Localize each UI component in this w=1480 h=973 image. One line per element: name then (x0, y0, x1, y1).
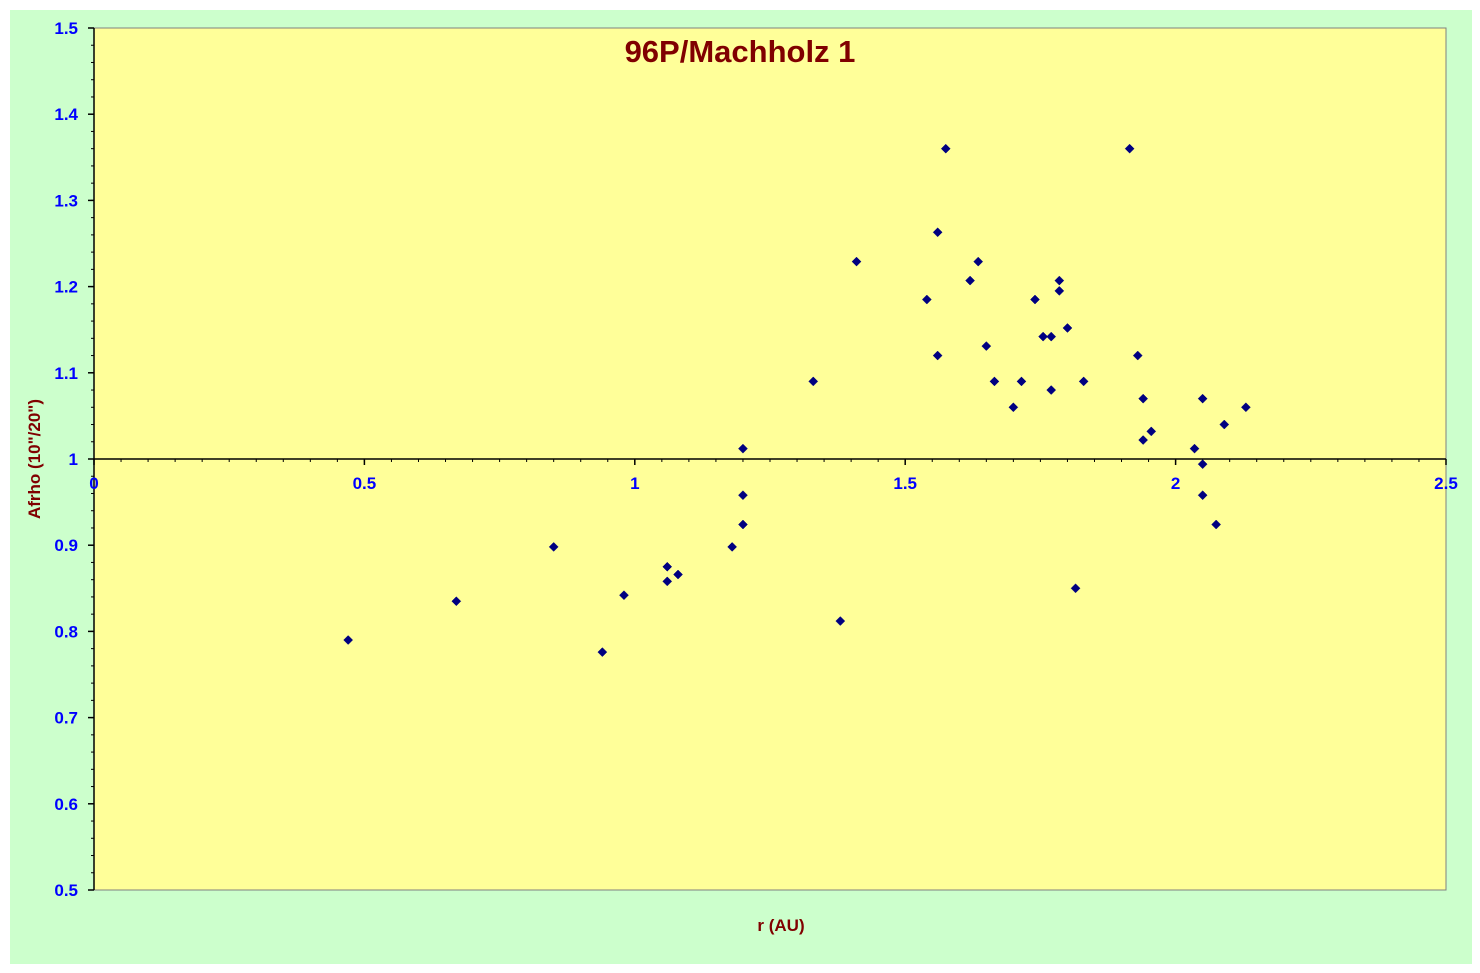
data-point (738, 490, 748, 501)
data-point (1062, 323, 1073, 333)
data-point (1124, 143, 1135, 154)
data-point (1132, 350, 1143, 361)
y-tick-label: 1 (69, 450, 78, 469)
data-point (932, 350, 943, 361)
data-point (1197, 490, 1208, 501)
data-point (673, 569, 683, 580)
data-point (981, 341, 992, 351)
data-point (835, 616, 846, 626)
y-tick-label: 0.9 (54, 536, 78, 555)
x-axis-title: r (AU) (757, 916, 804, 935)
scatter-chart: 0.5 0.6 0.7 0.8 0.9 1 1.1 1.2 1.3 1.4 1.5 0 0.5 1 1.5… (10, 10, 1472, 964)
x-tick-label: 2.5 (1434, 474, 1458, 493)
data-point (1070, 583, 1081, 594)
data-point (1046, 385, 1057, 395)
data-point (973, 256, 984, 267)
data-point (451, 596, 462, 607)
y-axis-title: Afrho (10"/20") (25, 399, 44, 519)
data-point (965, 275, 975, 286)
data-point (662, 561, 673, 572)
x-tick-label: 2 (1171, 474, 1180, 493)
chart-area: 0.5 0.6 0.7 0.8 0.9 1 1.1 1.2 1.3 1.4 1.5 0 0.5 1 1.5… (10, 10, 1472, 964)
y-tick-label: 0.7 (54, 709, 78, 728)
x-tick-label: 1 (630, 474, 639, 493)
data-point (1054, 286, 1065, 296)
data-point (1016, 376, 1027, 387)
y-tick-label: 1.5 (54, 19, 78, 38)
data-point (1030, 294, 1040, 305)
data-point (619, 590, 629, 601)
data-point (1046, 331, 1057, 342)
data-point (343, 635, 354, 645)
data-point (932, 227, 943, 238)
data-point (1138, 393, 1149, 404)
chart-title: 96P/Machholz 1 (625, 34, 856, 69)
data-point (921, 294, 932, 305)
data-point (1197, 393, 1208, 404)
data-point (989, 376, 1000, 387)
x-tick-label: 0.5 (353, 474, 377, 493)
y-tick-label: 1.3 (54, 191, 78, 210)
x-axis: 0 0.5 1 1.5 2 2.5 (89, 458, 1458, 493)
y-tick-label: 1.4 (54, 105, 78, 124)
data-point (1038, 331, 1048, 342)
data-point (1189, 443, 1200, 454)
data-point (548, 542, 559, 552)
data-point (1197, 459, 1208, 470)
x-tick-label: 1.5 (893, 474, 917, 493)
data-point (597, 647, 608, 657)
data-point (1138, 435, 1149, 445)
data-point (851, 256, 862, 267)
y-axis: 0.5 0.6 0.7 0.8 0.9 1 1.1 1.2 1.3 1.4 1.5 (54, 19, 95, 900)
y-tick-label: 1.2 (54, 278, 78, 297)
data-points (343, 143, 1251, 657)
data-point (738, 443, 748, 454)
data-point (662, 576, 673, 587)
data-point (1078, 376, 1089, 387)
data-point (808, 376, 819, 387)
data-point (1211, 519, 1222, 530)
data-point (738, 519, 748, 530)
data-point (1241, 402, 1251, 413)
data-point (940, 143, 951, 154)
y-tick-label: 0.6 (54, 795, 78, 814)
data-point (1219, 419, 1230, 430)
data-point (1146, 426, 1157, 437)
data-point (1054, 275, 1065, 286)
y-tick-label: 0.5 (54, 881, 78, 900)
data-point (727, 542, 737, 552)
data-point (1008, 402, 1019, 413)
y-tick-label: 0.8 (54, 622, 78, 641)
y-tick-label: 1.1 (54, 364, 78, 383)
x-tick-label: 0 (89, 474, 98, 493)
